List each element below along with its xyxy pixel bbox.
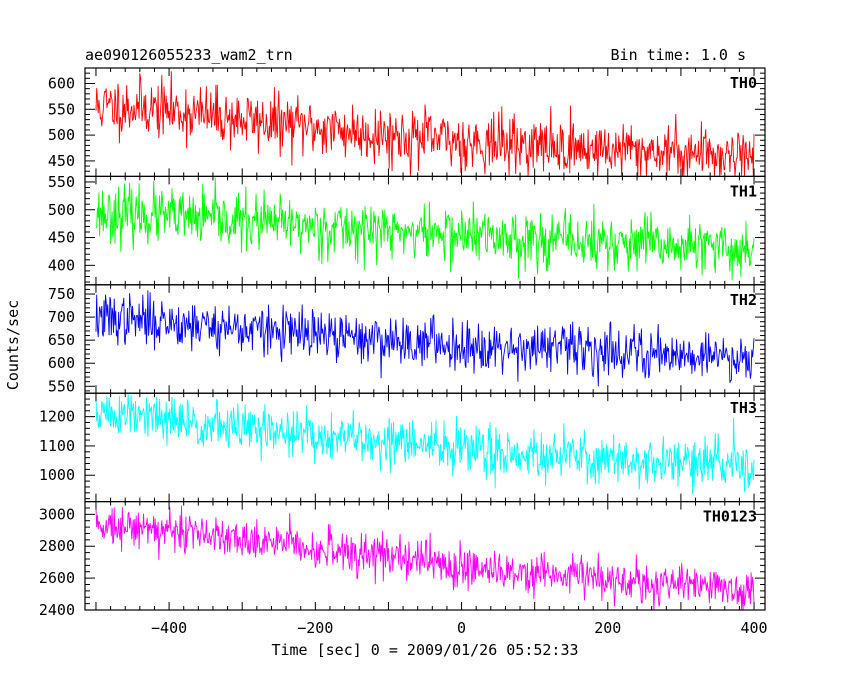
chart-title-right: Bin time: 1.0 s	[611, 46, 746, 64]
y-tick-label: 650	[48, 331, 75, 349]
panels-group: 450 500 550 600 TH0 400 450 500 550 TH1 550 600 650 7…	[39, 67, 768, 637]
y-tick-label: 3000	[39, 505, 75, 523]
x-tick-label: −400	[151, 619, 187, 637]
y-tick-label: 500	[48, 126, 75, 144]
chart-title-left: ae090126055233_wam2_trn	[85, 46, 293, 64]
y-axis-label: Counts/sec	[4, 300, 22, 390]
x-tick-label: 0	[457, 619, 466, 637]
y-tick-label: 550	[48, 100, 75, 118]
series-line-th2	[95, 290, 755, 387]
series-line-th1	[95, 177, 755, 281]
y-tick-label: 2400	[39, 601, 75, 619]
x-tick-label: 200	[594, 619, 621, 637]
y-tick-label: 750	[48, 285, 75, 303]
y-tick-label: 400	[48, 256, 75, 274]
panel-frame	[84, 501, 766, 611]
series-line-th0123	[95, 505, 755, 611]
y-tick-label: 2800	[39, 537, 75, 555]
series-label-th0123: TH0123	[703, 508, 757, 526]
y-tick-label: 600	[48, 354, 75, 372]
x-tick-label: −200	[297, 619, 333, 637]
y-tick-label: 600	[48, 74, 75, 92]
series-label-th0: TH0	[730, 74, 757, 92]
series-label-th2: TH2	[730, 291, 757, 309]
x-axis-label: Time [sec] 0 = 2009/01/26 05:52:33	[271, 641, 578, 659]
y-tick-label: 700	[48, 308, 75, 326]
y-tick-label: 550	[48, 377, 75, 395]
series-label-th3: TH3	[730, 399, 757, 417]
series-line-th0	[95, 71, 755, 177]
y-tick-label: 450	[48, 229, 75, 247]
series-label-th1: TH1	[730, 182, 757, 200]
y-tick-label: 450	[48, 152, 75, 170]
y-tick-label: 1200	[39, 408, 75, 426]
y-tick-label: 2600	[39, 569, 75, 587]
y-tick-label: 500	[48, 201, 75, 219]
y-tick-label: 1100	[39, 437, 75, 455]
y-tick-label: 550	[48, 173, 75, 191]
y-tick-label: 1000	[39, 466, 75, 484]
x-tick-label: 400	[740, 619, 767, 637]
series-line-th3	[95, 393, 755, 495]
